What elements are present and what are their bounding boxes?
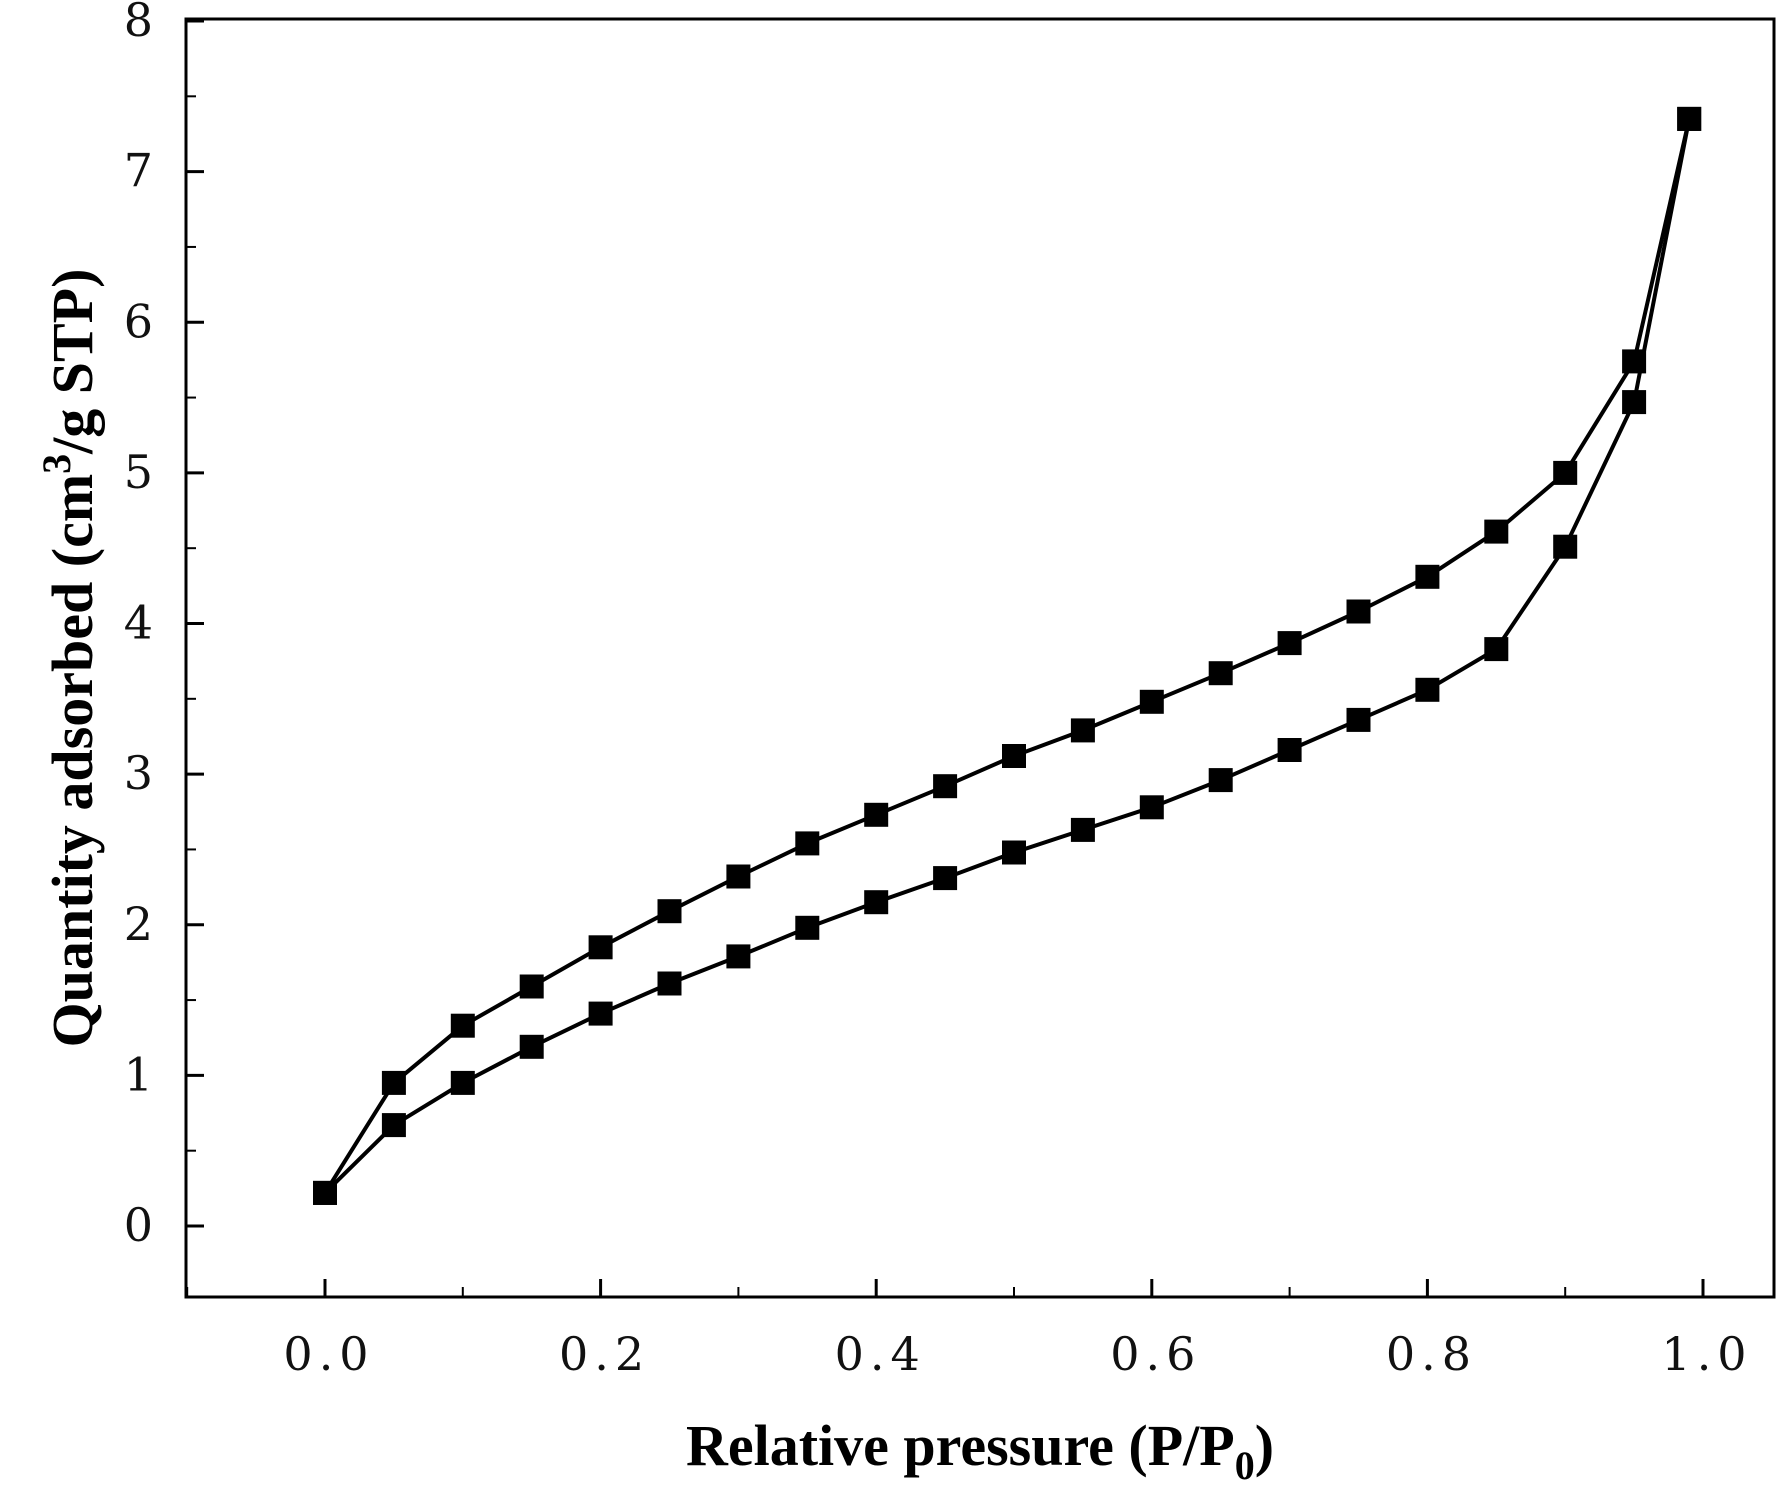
desorption-point (1677, 106, 1702, 131)
adsorption-point (864, 890, 889, 915)
desorption-point (1346, 599, 1371, 624)
desorption-point (588, 935, 613, 960)
desorption-point (1415, 564, 1440, 589)
y-tick-label: 8 (124, 0, 153, 47)
desorption-point (519, 974, 544, 999)
y-tick-label: 1 (124, 1047, 153, 1101)
adsorption-point (450, 1070, 475, 1095)
desorption-point (1002, 744, 1026, 768)
adsorption-point (1553, 534, 1578, 559)
desorption-point (1484, 519, 1509, 544)
desorption-point (726, 864, 751, 889)
desorption-point (450, 1013, 475, 1038)
y-tick-label: 7 (124, 144, 153, 198)
x-axis-title: Relative pressure (P/P0) (686, 1413, 1274, 1488)
x-tick-label: 1.0 (1661, 1327, 1752, 1381)
y-tick-label: 3 (124, 746, 153, 800)
adsorption-point (1208, 768, 1233, 793)
y-tick-label: 4 (124, 596, 153, 650)
adsorption-point (795, 915, 820, 940)
adsorption-point (1346, 707, 1371, 732)
adsorption-point (519, 1034, 544, 1059)
y-tick-label: 5 (124, 445, 153, 499)
y-axis-title: Quantity adsorbed (cm3/g STP) (34, 269, 105, 1048)
x-tick-label: 0.8 (1386, 1327, 1477, 1381)
desorption-point (1277, 631, 1302, 656)
series-points (313, 106, 1702, 1205)
adsorption-point (657, 971, 682, 996)
adsorption-point (1622, 390, 1647, 415)
desorption-point (864, 802, 889, 827)
x-tick-label: 0.0 (283, 1327, 374, 1381)
desorption-point (933, 774, 958, 799)
desorption-point (1208, 661, 1233, 686)
desorption-point (381, 1070, 406, 1095)
desorption-point (795, 831, 820, 856)
desorption-point (1139, 689, 1164, 714)
adsorption-point (1139, 795, 1164, 820)
desorption-point (313, 1180, 337, 1205)
y-tick-label: 2 (124, 897, 153, 951)
adsorption-point (1277, 738, 1302, 762)
adsorption-point (1070, 817, 1095, 842)
x-axis-ticks: 0.0 0.2 0.4 0.6 0.8 1.0 (186, 1279, 1752, 1381)
desorption-point (1553, 460, 1578, 485)
adsorption-point (933, 866, 958, 891)
desorption-point (657, 899, 682, 924)
adsorption-point (1415, 677, 1440, 702)
adsorption-point (1484, 637, 1509, 662)
y-tick-label: 0 (124, 1198, 153, 1252)
x-tick-label: 0.4 (835, 1327, 926, 1381)
desorption-point (1070, 718, 1095, 743)
adsorption-point (381, 1113, 406, 1138)
x-tick-label: 0.2 (559, 1327, 650, 1381)
y-axis-ticks: 0 1 2 3 4 5 6 7 8 (124, 0, 204, 1252)
desorption-point (1622, 349, 1647, 374)
x-tick-label: 0.6 (1110, 1327, 1201, 1381)
adsorption-point (588, 1001, 613, 1026)
plot-frame (184, 17, 1776, 1299)
y-tick-label: 6 (124, 294, 153, 348)
adsorption-point (726, 944, 751, 969)
adsorption-point (1002, 840, 1026, 865)
